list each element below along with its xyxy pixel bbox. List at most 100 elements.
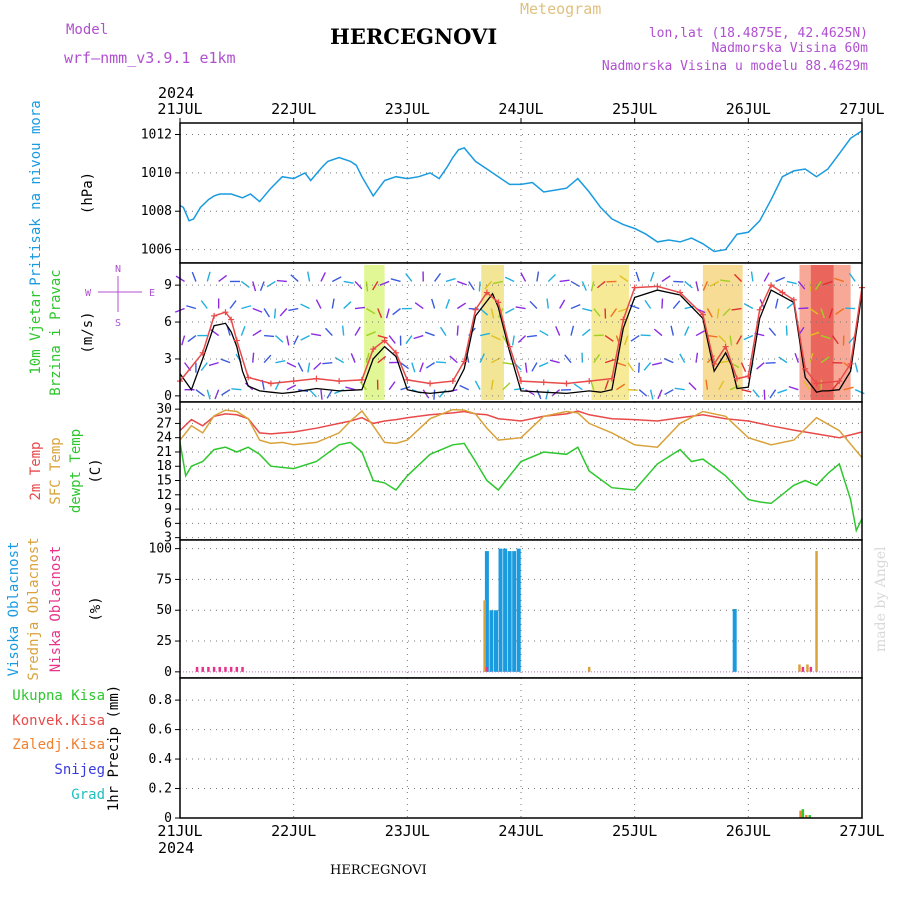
wind-arrow <box>195 389 205 397</box>
date-tick-bottom: 23JUL <box>385 822 430 840</box>
wind-arrow <box>491 334 501 341</box>
wind-arrow <box>536 271 540 282</box>
wind-y-tick-label: 6 <box>164 315 172 330</box>
wind-arrow <box>627 389 638 391</box>
mid_cloud-bar <box>806 664 809 672</box>
wind-arrow <box>479 332 491 337</box>
wind-arrow <box>531 362 538 372</box>
wind-arrow <box>582 307 593 312</box>
wind-arrow <box>834 277 845 283</box>
high_cloud-bar <box>507 551 512 672</box>
wind-arrow <box>619 275 629 283</box>
wind-arrow <box>777 389 788 394</box>
temperature-y-tick-label: 6 <box>164 516 172 531</box>
wind-arrow <box>377 355 387 364</box>
temperature-grid <box>180 402 862 540</box>
wind-arrow <box>661 275 671 283</box>
wind-arrow <box>264 334 275 338</box>
low_cloud-bar <box>212 666 216 672</box>
wind-arrow <box>627 362 635 372</box>
date-tick-bottom: 21JUL <box>157 822 202 840</box>
high_cloud-bar <box>516 548 521 672</box>
wind-arrow <box>604 380 610 390</box>
wind-arrow <box>774 298 779 309</box>
wind-arrow <box>517 335 527 344</box>
temperature-y-tick-label: 15 <box>156 474 172 489</box>
wind-arrow <box>778 356 788 364</box>
wind-arrow <box>786 280 797 285</box>
wind-arrow <box>549 359 560 364</box>
wind-arrow <box>218 274 228 283</box>
wind-arrow <box>733 273 743 282</box>
wind-arrow <box>286 384 297 391</box>
wind-arrow <box>490 379 494 390</box>
clouds-axis-label: Visoka Oblacnost <box>6 542 22 677</box>
low_cloud-bar <box>801 666 805 672</box>
wind-arrow <box>390 278 401 283</box>
wind-arrow <box>388 335 396 344</box>
pressure-y-tick-label: 1010 <box>141 166 172 181</box>
wind-arrow <box>468 281 475 291</box>
wind-arrow <box>187 335 197 343</box>
precip-y-tick-label: 0 <box>164 811 172 826</box>
lonlat-label: lon,lat (18.4875E, 42.4625N) <box>649 26 868 41</box>
wind-panel: 0 3 6 9 <box>164 262 865 404</box>
wind-arrow <box>843 386 854 391</box>
dewpt-line <box>179 441 863 533</box>
wind-arrow <box>290 274 299 282</box>
pressure-y-tick-label: 1008 <box>141 204 172 219</box>
compass-label: S <box>115 318 121 329</box>
wind-arrow <box>366 307 376 315</box>
wind-arrow <box>300 303 310 310</box>
pressure-y-tick-label: 1012 <box>141 128 172 143</box>
wind-arrow <box>377 308 383 319</box>
wind-arrow <box>835 307 845 315</box>
wind-axis-label: Brzina i Pravac <box>48 269 64 395</box>
wind-arrow <box>322 361 333 365</box>
wind-arrow <box>433 389 436 400</box>
temperature-y-tick-label: 9 <box>164 502 172 517</box>
low_cloud-bar <box>195 666 199 672</box>
wind-arrow <box>674 387 685 391</box>
wind-arrow <box>221 389 231 396</box>
date-tick-top: 26JUL <box>726 100 771 118</box>
wind-arrow <box>547 274 556 282</box>
wind-arrow <box>520 272 527 282</box>
wind-arrow <box>673 280 684 283</box>
wind-arrow <box>478 281 481 292</box>
wind-arrow <box>273 308 277 319</box>
wind-arrow <box>652 361 663 366</box>
wind-arrow <box>490 308 495 319</box>
wind-arrow <box>752 389 760 398</box>
wind-arrow <box>718 380 725 391</box>
wind-arrow <box>593 308 601 317</box>
pressure-line <box>179 130 863 253</box>
wind-arrow <box>740 362 747 373</box>
wind-arrow <box>331 276 342 283</box>
temperature-y-tick-label: 30 <box>156 402 172 417</box>
wind-arrow <box>695 352 699 363</box>
wind-arrow <box>644 299 652 309</box>
wind-arrow <box>731 307 742 311</box>
wind-arrow <box>635 271 640 282</box>
wind-arrow <box>765 361 776 364</box>
wind-arrow <box>511 335 515 346</box>
wind-arrow <box>661 298 664 309</box>
wind-arrow <box>343 301 352 310</box>
year-bottom: 2024 <box>158 839 194 857</box>
wind-arrow <box>479 353 485 363</box>
total_precip-bar <box>801 809 805 818</box>
temperature-y-tick-label: 24 <box>156 431 172 446</box>
footer-title: HERCEGNOVI <box>330 863 427 878</box>
wind-arrow <box>252 281 257 292</box>
clouds-y-tick-label: 0 <box>164 665 172 680</box>
wind-arrow <box>822 280 833 286</box>
wind-arrow <box>504 276 515 283</box>
wind-arrow <box>722 308 731 317</box>
wind-arrow <box>670 325 674 336</box>
wind-arrow <box>492 280 503 285</box>
year-top: 2024 <box>158 84 194 102</box>
temperature-y-tick-label: 18 <box>156 459 172 474</box>
wind-arrow <box>484 280 492 290</box>
